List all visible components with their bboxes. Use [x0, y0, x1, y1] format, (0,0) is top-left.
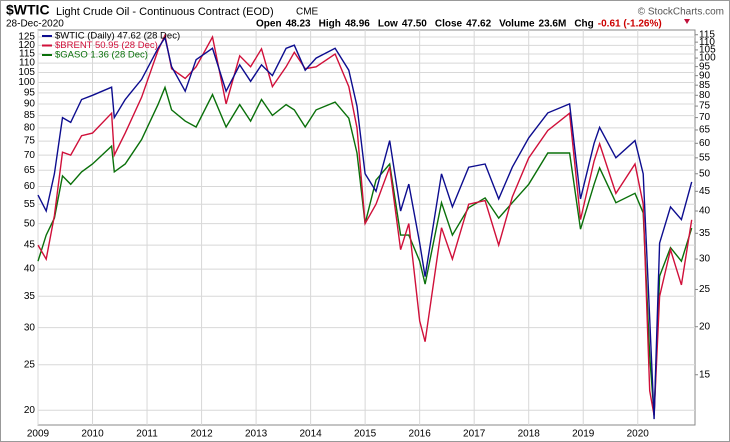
y-tick-label: 35 — [24, 291, 36, 302]
x-tick-label: 2019 — [572, 429, 595, 440]
x-tick-label: 2014 — [299, 429, 322, 440]
stat-label: High — [319, 19, 341, 30]
y2-tick-label: 60 — [699, 138, 711, 149]
y2-tick-label: 45 — [699, 186, 711, 197]
y-tick-label: 85 — [24, 110, 36, 121]
x-tick-label: 2012 — [190, 429, 213, 440]
stat-value: -0.61 (-1.26%) — [598, 19, 662, 30]
y2-tick-label: 90 — [699, 70, 711, 81]
description: Light Crude Oil - Continuous Contract (E… — [56, 6, 274, 18]
x-tick-label: 2011 — [136, 429, 158, 440]
y-tick-label: 100 — [18, 77, 35, 88]
stat-label: Close — [435, 19, 463, 30]
stat-value: 47.50 — [402, 19, 427, 30]
y-tick-label: 20 — [24, 405, 36, 416]
y2-tick-label: 85 — [699, 80, 711, 91]
y-tick-label: 115 — [19, 49, 35, 60]
stat-label: Low — [378, 19, 398, 30]
x-tick-label: 2009 — [27, 429, 50, 440]
y-tick-label: 75 — [24, 136, 36, 147]
y2-tick-label: 95 — [699, 61, 711, 72]
y-tick-label: 120 — [18, 40, 35, 51]
legend-label: $WTIC (Daily) 47.62 (28 Dec) — [55, 31, 180, 42]
y-tick-label: 25 — [24, 359, 36, 370]
y2-tick-label: 55 — [699, 152, 711, 163]
y2-tick-label: 15 — [699, 369, 711, 380]
date: 28-Dec-2020 — [6, 19, 64, 30]
y-tick-label: 125 — [18, 32, 35, 43]
y-tick-label: 80 — [24, 123, 36, 134]
y2-tick-label: 110 — [699, 37, 715, 48]
stat-label: Chg — [574, 19, 593, 30]
y2-tick-label: 75 — [699, 101, 711, 112]
y-tick-label: 40 — [24, 264, 36, 275]
stat-label: Open — [256, 19, 282, 30]
legend-label: $GASO 1.36 (28 Dec) — [55, 50, 148, 61]
x-tick-label: 2013 — [245, 429, 268, 440]
y2-tick-label: 105 — [699, 45, 716, 56]
x-tick-label: 2016 — [409, 429, 432, 440]
y-tick-label: 45 — [24, 240, 36, 251]
y2-tick-label: 80 — [699, 90, 711, 101]
y2-tick-label: 20 — [699, 321, 711, 332]
series-line — [37, 85, 693, 416]
y2-tick-label: 40 — [699, 206, 711, 217]
stat-value: 48.23 — [286, 19, 311, 30]
y-tick-label: 60 — [24, 181, 36, 192]
plot-area — [37, 29, 696, 426]
y-tick-label: 105 — [18, 67, 35, 78]
stat-value: 23.6M — [539, 19, 567, 30]
credit: © StockCharts.com — [638, 7, 724, 18]
x-tick-label: 2018 — [518, 429, 541, 440]
y2-tick-label: 50 — [699, 168, 711, 179]
stat-value: 48.96 — [345, 19, 370, 30]
y-tick-label: 50 — [24, 218, 36, 229]
y-tick-label: 30 — [24, 322, 36, 333]
series-line — [37, 33, 693, 416]
legend-label: $BRENT 50.95 (28 Dec) — [55, 40, 158, 51]
stat-value: 47.62 — [466, 19, 491, 30]
series-line — [37, 35, 693, 420]
y-tick-label: 110 — [19, 58, 35, 69]
y-tick-label: 90 — [24, 99, 36, 110]
y2-tick-label: 100 — [699, 53, 716, 64]
y2-tick-label: 30 — [699, 254, 711, 265]
x-tick-label: 2020 — [627, 429, 650, 440]
y2-tick-label: 25 — [699, 284, 711, 295]
y-tick-label: 95 — [24, 88, 36, 99]
y-tick-label: 55 — [24, 199, 36, 210]
down-arrow — [684, 19, 690, 24]
y-tick-label: 65 — [24, 165, 36, 176]
y2-tick-label: 35 — [699, 228, 711, 239]
exchange: CME — [296, 7, 319, 18]
symbol: $WTIC — [6, 2, 50, 18]
x-tick-label: 2015 — [354, 429, 377, 440]
stat-label: Volume — [499, 19, 535, 30]
x-tick-label: 2010 — [81, 429, 104, 440]
y2-tick-label: 70 — [699, 112, 711, 123]
y2-tick-label: 65 — [699, 125, 711, 136]
y-tick-label: 70 — [24, 150, 36, 161]
y2-tick-label: 115 — [699, 29, 715, 40]
x-tick-label: 2017 — [463, 429, 486, 440]
